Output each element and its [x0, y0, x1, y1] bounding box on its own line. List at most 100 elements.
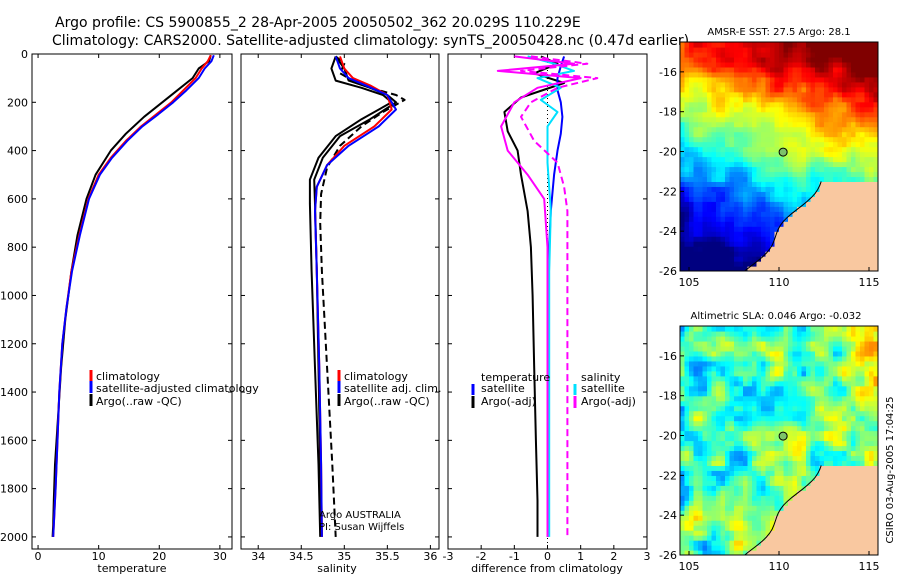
map-cell	[770, 465, 776, 471]
map-cell	[761, 465, 767, 471]
map-cell	[729, 410, 735, 417]
map-cell	[738, 445, 744, 452]
map-cell	[855, 475, 861, 481]
map-cell	[747, 56, 753, 63]
map-cell	[680, 480, 686, 486]
map-cell	[774, 261, 780, 267]
map-cell	[855, 326, 861, 332]
map-cell	[846, 221, 852, 227]
map-cell	[860, 156, 866, 163]
map-cell	[828, 236, 834, 242]
map-cell	[810, 405, 816, 412]
map-cell	[761, 540, 767, 546]
map-cell	[707, 256, 713, 262]
map-cell	[846, 181, 852, 187]
map-cell	[828, 445, 834, 452]
map-cell	[833, 116, 839, 123]
map-cell	[846, 266, 852, 271]
map-cell	[860, 121, 866, 128]
map-cell	[783, 171, 789, 178]
map-cell	[837, 266, 843, 271]
map-cell	[734, 385, 740, 392]
map-cell	[770, 360, 776, 367]
map-cell	[743, 360, 749, 367]
map-cell	[734, 211, 740, 217]
map-cell	[752, 231, 758, 237]
map-cell	[810, 415, 816, 422]
map-cell	[860, 385, 866, 392]
map-cell	[756, 545, 762, 551]
map-cell	[738, 121, 744, 128]
map-cell	[725, 111, 731, 118]
map-cell	[680, 380, 686, 387]
map-y-tick-label: -26	[659, 549, 677, 562]
map-cell	[851, 226, 857, 232]
map-cell	[765, 111, 771, 118]
map-cell	[828, 176, 834, 182]
map-cell	[752, 111, 758, 118]
map-cell	[824, 535, 830, 541]
map-cell	[864, 350, 870, 357]
map-cell	[806, 520, 812, 526]
map-cell	[869, 440, 875, 447]
map-cell	[869, 256, 875, 262]
map-cell	[752, 475, 758, 481]
map-cell	[738, 216, 744, 222]
map-cell	[720, 46, 726, 53]
map-cell	[756, 415, 762, 422]
map-cell	[711, 131, 717, 138]
map-cell	[833, 251, 839, 257]
map-cell	[729, 191, 735, 197]
map-cell	[720, 81, 726, 88]
map-cell	[689, 51, 695, 58]
map-cell	[824, 111, 830, 118]
map-cell	[806, 355, 812, 362]
map-cell	[801, 141, 807, 148]
map-cell	[716, 156, 722, 163]
map-cell	[855, 246, 861, 252]
map-cell	[702, 231, 708, 237]
map-cell	[711, 251, 717, 257]
map-cell	[698, 196, 704, 202]
map-cell	[702, 211, 708, 217]
map-cell	[693, 435, 699, 442]
map-cell	[684, 475, 690, 481]
map-cell	[702, 335, 708, 342]
map-cell	[864, 231, 870, 237]
map-cell	[869, 51, 875, 58]
map-cell	[824, 186, 830, 192]
map-cell	[774, 530, 780, 536]
map-cell	[774, 181, 780, 187]
map-cell	[680, 166, 686, 173]
map-cell	[792, 540, 798, 546]
map-cell	[743, 450, 749, 457]
map-cell	[810, 385, 816, 392]
map-cell	[711, 480, 717, 486]
map-cell	[869, 415, 875, 422]
map-cell	[743, 136, 749, 143]
map-cell	[860, 186, 866, 192]
map-cell	[734, 330, 740, 337]
map-cell	[815, 111, 821, 118]
map-cell	[824, 201, 830, 207]
map-cell	[711, 475, 717, 481]
legend-title-temperature: temperature	[481, 371, 550, 384]
map-cell	[869, 385, 875, 392]
map-cell	[846, 545, 852, 551]
map-cell	[752, 550, 758, 555]
map-cell	[743, 510, 749, 516]
map-cell	[842, 475, 848, 481]
map-cell	[680, 530, 686, 536]
map-cell	[864, 340, 870, 347]
map-cell	[752, 191, 758, 197]
map-cell	[752, 156, 758, 163]
x-tick-label: 0	[544, 550, 551, 563]
map-cell	[855, 375, 861, 382]
map-cell	[873, 246, 878, 252]
map-cell	[788, 525, 794, 531]
map-cell	[783, 520, 789, 526]
map-cell	[842, 350, 848, 357]
map-cell	[689, 101, 695, 108]
map-cell	[761, 515, 767, 521]
map-cell	[680, 515, 686, 521]
